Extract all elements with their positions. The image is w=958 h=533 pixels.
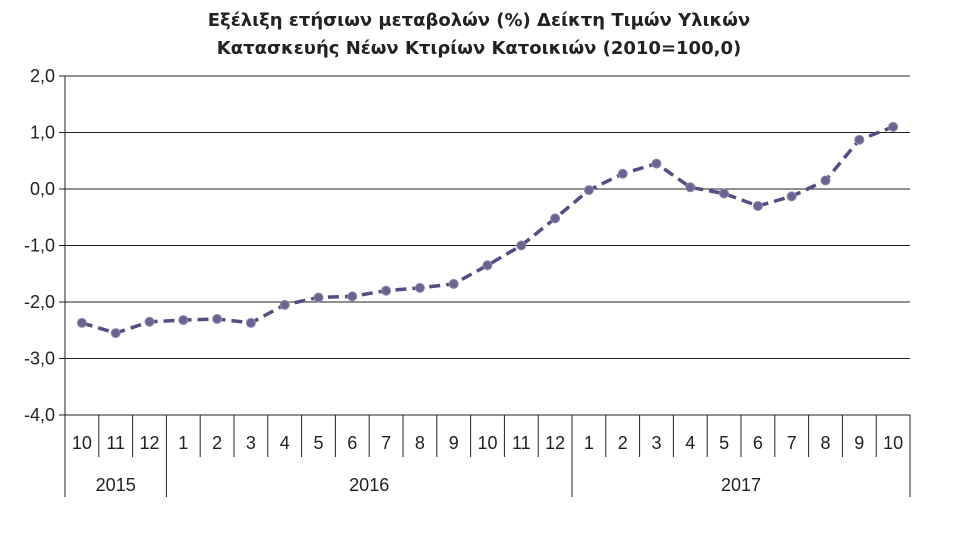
data-point [279, 299, 290, 310]
y-tick-label: 1,0 [30, 123, 55, 143]
x-tick-label: 7 [787, 433, 797, 453]
x-tick-label: 1 [584, 433, 594, 453]
data-point [719, 188, 730, 199]
x-tick-label: 10 [883, 433, 903, 453]
data-point [516, 240, 527, 251]
x-tick-label: 12 [545, 433, 565, 453]
x-tick-label: 2 [212, 433, 222, 453]
y-tick-label: -1,0 [24, 236, 55, 256]
x-tick-label: 2 [618, 433, 628, 453]
year-label: 2015 [96, 475, 136, 495]
data-point [617, 168, 628, 179]
data-point [482, 260, 493, 271]
data-point [245, 317, 256, 328]
x-tick-label: 4 [280, 433, 290, 453]
chart-title-line-1: Εξέλιξη ετήσιων μεταβολών (%) Δείκτη Τιμ… [207, 10, 751, 31]
data-point [786, 191, 797, 202]
x-tick-label: 6 [753, 433, 763, 453]
y-tick-label: -3,0 [24, 349, 55, 369]
data-point [381, 285, 392, 296]
x-tick-label: 8 [820, 433, 830, 453]
data-point [583, 185, 594, 196]
y-tick-label: -4,0 [24, 405, 55, 425]
data-point [178, 315, 189, 326]
y-tick-label: 2,0 [30, 66, 55, 86]
x-tick-label: 4 [685, 433, 695, 453]
x-tick-label: 11 [106, 433, 125, 453]
data-point [685, 182, 696, 193]
x-tick-label: 5 [313, 433, 323, 453]
data-point [110, 328, 121, 339]
data-point [448, 278, 459, 289]
data-point [651, 158, 662, 169]
y-tick-label: -2,0 [24, 292, 55, 312]
data-point [212, 313, 223, 324]
data-point [76, 317, 87, 328]
x-tick-label: 6 [347, 433, 357, 453]
x-tick-label: 1 [178, 433, 188, 453]
x-tick-label: 10 [72, 433, 92, 453]
x-tick-label: 12 [139, 433, 159, 453]
x-tick-label: 3 [246, 433, 256, 453]
data-point [820, 175, 831, 186]
data-point [854, 134, 865, 145]
data-point [550, 213, 561, 224]
data-point [752, 200, 763, 211]
x-tick-label: 3 [651, 433, 661, 453]
data-point [313, 292, 324, 303]
data-point [347, 291, 358, 302]
x-tick-label: 10 [477, 433, 497, 453]
x-tick-label: 8 [415, 433, 425, 453]
x-tick-label: 5 [719, 433, 729, 453]
x-tick-label: 7 [381, 433, 391, 453]
x-tick-label: 9 [854, 433, 864, 453]
data-point [414, 282, 425, 293]
data-point [888, 121, 899, 132]
year-label: 2016 [349, 475, 389, 495]
chart-title-line-2: Κατασκευής Νέων Κτιρίων Κατοικιών (2010=… [216, 38, 742, 59]
x-tick-label: 11 [512, 433, 531, 453]
x-tick-label: 9 [449, 433, 459, 453]
y-tick-label: 0,0 [30, 179, 55, 199]
data-point [144, 316, 155, 327]
year-label: 2017 [721, 475, 761, 495]
